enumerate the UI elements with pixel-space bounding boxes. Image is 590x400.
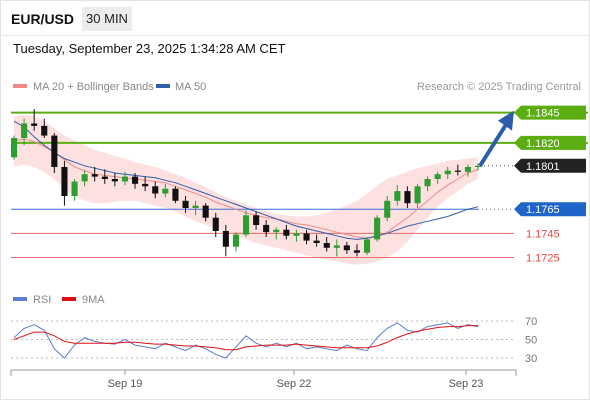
symbol-title: EUR/USD — [11, 11, 75, 27]
x-tick-label-0: Sep 19 — [108, 378, 143, 390]
candle-body-8 — [91, 174, 98, 177]
legend-swatch-ma50 — [156, 84, 170, 88]
candle-body-42 — [434, 174, 441, 179]
candle-body-4 — [51, 135, 58, 167]
candle-body-21 — [222, 231, 229, 247]
candle-body-26 — [273, 229, 280, 233]
candle-body-6 — [71, 181, 78, 196]
timeframe-badge[interactable]: 30 MIN — [82, 7, 132, 31]
candle-body-37 — [384, 200, 391, 218]
legend-label-ma50: MA 50 — [175, 81, 206, 93]
level-label-0: 1.1845 — [526, 108, 560, 120]
candle-body-39 — [404, 191, 411, 204]
level-label-3: 1.1765 — [526, 204, 560, 216]
rsi-tick-label-1: 50 — [525, 335, 537, 347]
candle-body-15 — [162, 188, 169, 194]
level-label-4: 1.1745 — [526, 228, 560, 240]
candle-body-13 — [142, 183, 149, 187]
rsi-line — [13, 322, 479, 359]
legend-swatch-rsi — [13, 297, 27, 301]
timestamp: Tuesday, September 23, 2025 1:34:28 AM C… — [13, 41, 286, 56]
candle-body-36 — [374, 217, 381, 240]
candle-body-43 — [444, 170, 451, 175]
candle-body-25 — [263, 224, 270, 233]
candle-body-0 — [11, 138, 18, 158]
candle-body-18 — [192, 205, 199, 208]
candle-body-7 — [81, 174, 88, 182]
legend-label-rsi: RSI — [33, 294, 51, 306]
candle-body-1 — [21, 123, 28, 138]
candle-body-22 — [232, 234, 239, 247]
rsi-9ma-line — [13, 325, 478, 351]
header-divider — [0, 35, 590, 36]
ma50-line — [13, 120, 479, 240]
candle-body-12 — [132, 176, 139, 184]
level-tag-1 — [514, 135, 586, 150]
candle-body-40 — [414, 186, 421, 204]
levels-layer — [11, 111, 588, 259]
candle-body-23 — [243, 215, 250, 235]
legend-swatch-9ma — [62, 297, 76, 301]
forecast-arrow-head — [498, 110, 514, 131]
candle-body-46 — [475, 165, 482, 167]
candle-body-33 — [343, 245, 350, 251]
level-tag-2 — [514, 158, 586, 173]
candle-body-24 — [253, 215, 260, 225]
candle-body-16 — [172, 188, 179, 201]
x-tick-label-1: Sep 22 — [277, 378, 312, 390]
candle-body-35 — [364, 239, 371, 253]
candle-body-41 — [424, 179, 431, 187]
candle-body-38 — [394, 191, 401, 201]
bollinger-band-area — [14, 115, 478, 265]
legend-swatch-ma20 — [13, 84, 27, 88]
candle-body-20 — [212, 217, 219, 231]
candle-body-44 — [454, 170, 461, 172]
candle-body-28 — [293, 233, 300, 236]
rsi-layer: 70 50 30 — [11, 316, 537, 365]
candle-body-3 — [41, 125, 48, 136]
level-label-2: 1.1801 — [526, 161, 560, 173]
candle-body-31 — [323, 243, 330, 248]
candle-body-19 — [202, 205, 209, 218]
candle-body-32 — [333, 245, 340, 248]
legend-label-9ma: 9MA — [82, 294, 105, 306]
level-tag-0 — [514, 105, 586, 120]
x-ticks-layer: Sep 19 Sep 22 Sep 23 — [108, 370, 484, 390]
candle-body-34 — [353, 250, 360, 253]
candle-body-9 — [101, 176, 108, 179]
candle-body-10 — [111, 179, 118, 182]
candle-body-17 — [182, 200, 189, 208]
level-tag-3 — [514, 202, 586, 217]
candle-body-14 — [152, 186, 159, 194]
level-label-1: 1.1820 — [526, 138, 560, 150]
legend-label-ma20: MA 20 + Bollinger Bands — [33, 81, 154, 93]
rsi-tick-label-2: 30 — [525, 353, 537, 365]
candle-body-30 — [313, 240, 320, 243]
candle-body-45 — [464, 167, 471, 172]
candle-body-5 — [61, 167, 68, 196]
candle-body-11 — [121, 176, 128, 182]
legend-credit: Research © 2025 Trading Central — [417, 81, 581, 93]
candle-body-27 — [283, 229, 290, 236]
x-tick-label-2: Sep 23 — [449, 378, 484, 390]
candle-body-29 — [303, 233, 310, 241]
level-labels-layer: 1.1845 1.1820 1.1801 1.1765 1.1745 1.1725 — [478, 105, 586, 265]
forecast-arrow-shaft — [478, 123, 508, 167]
rsi-tick-label-0: 70 — [525, 316, 537, 328]
level-label-5: 1.1725 — [526, 253, 560, 265]
candle-body-2 — [31, 123, 38, 126]
candles-layer — [11, 109, 482, 257]
bollinger-band-layer — [14, 115, 478, 265]
